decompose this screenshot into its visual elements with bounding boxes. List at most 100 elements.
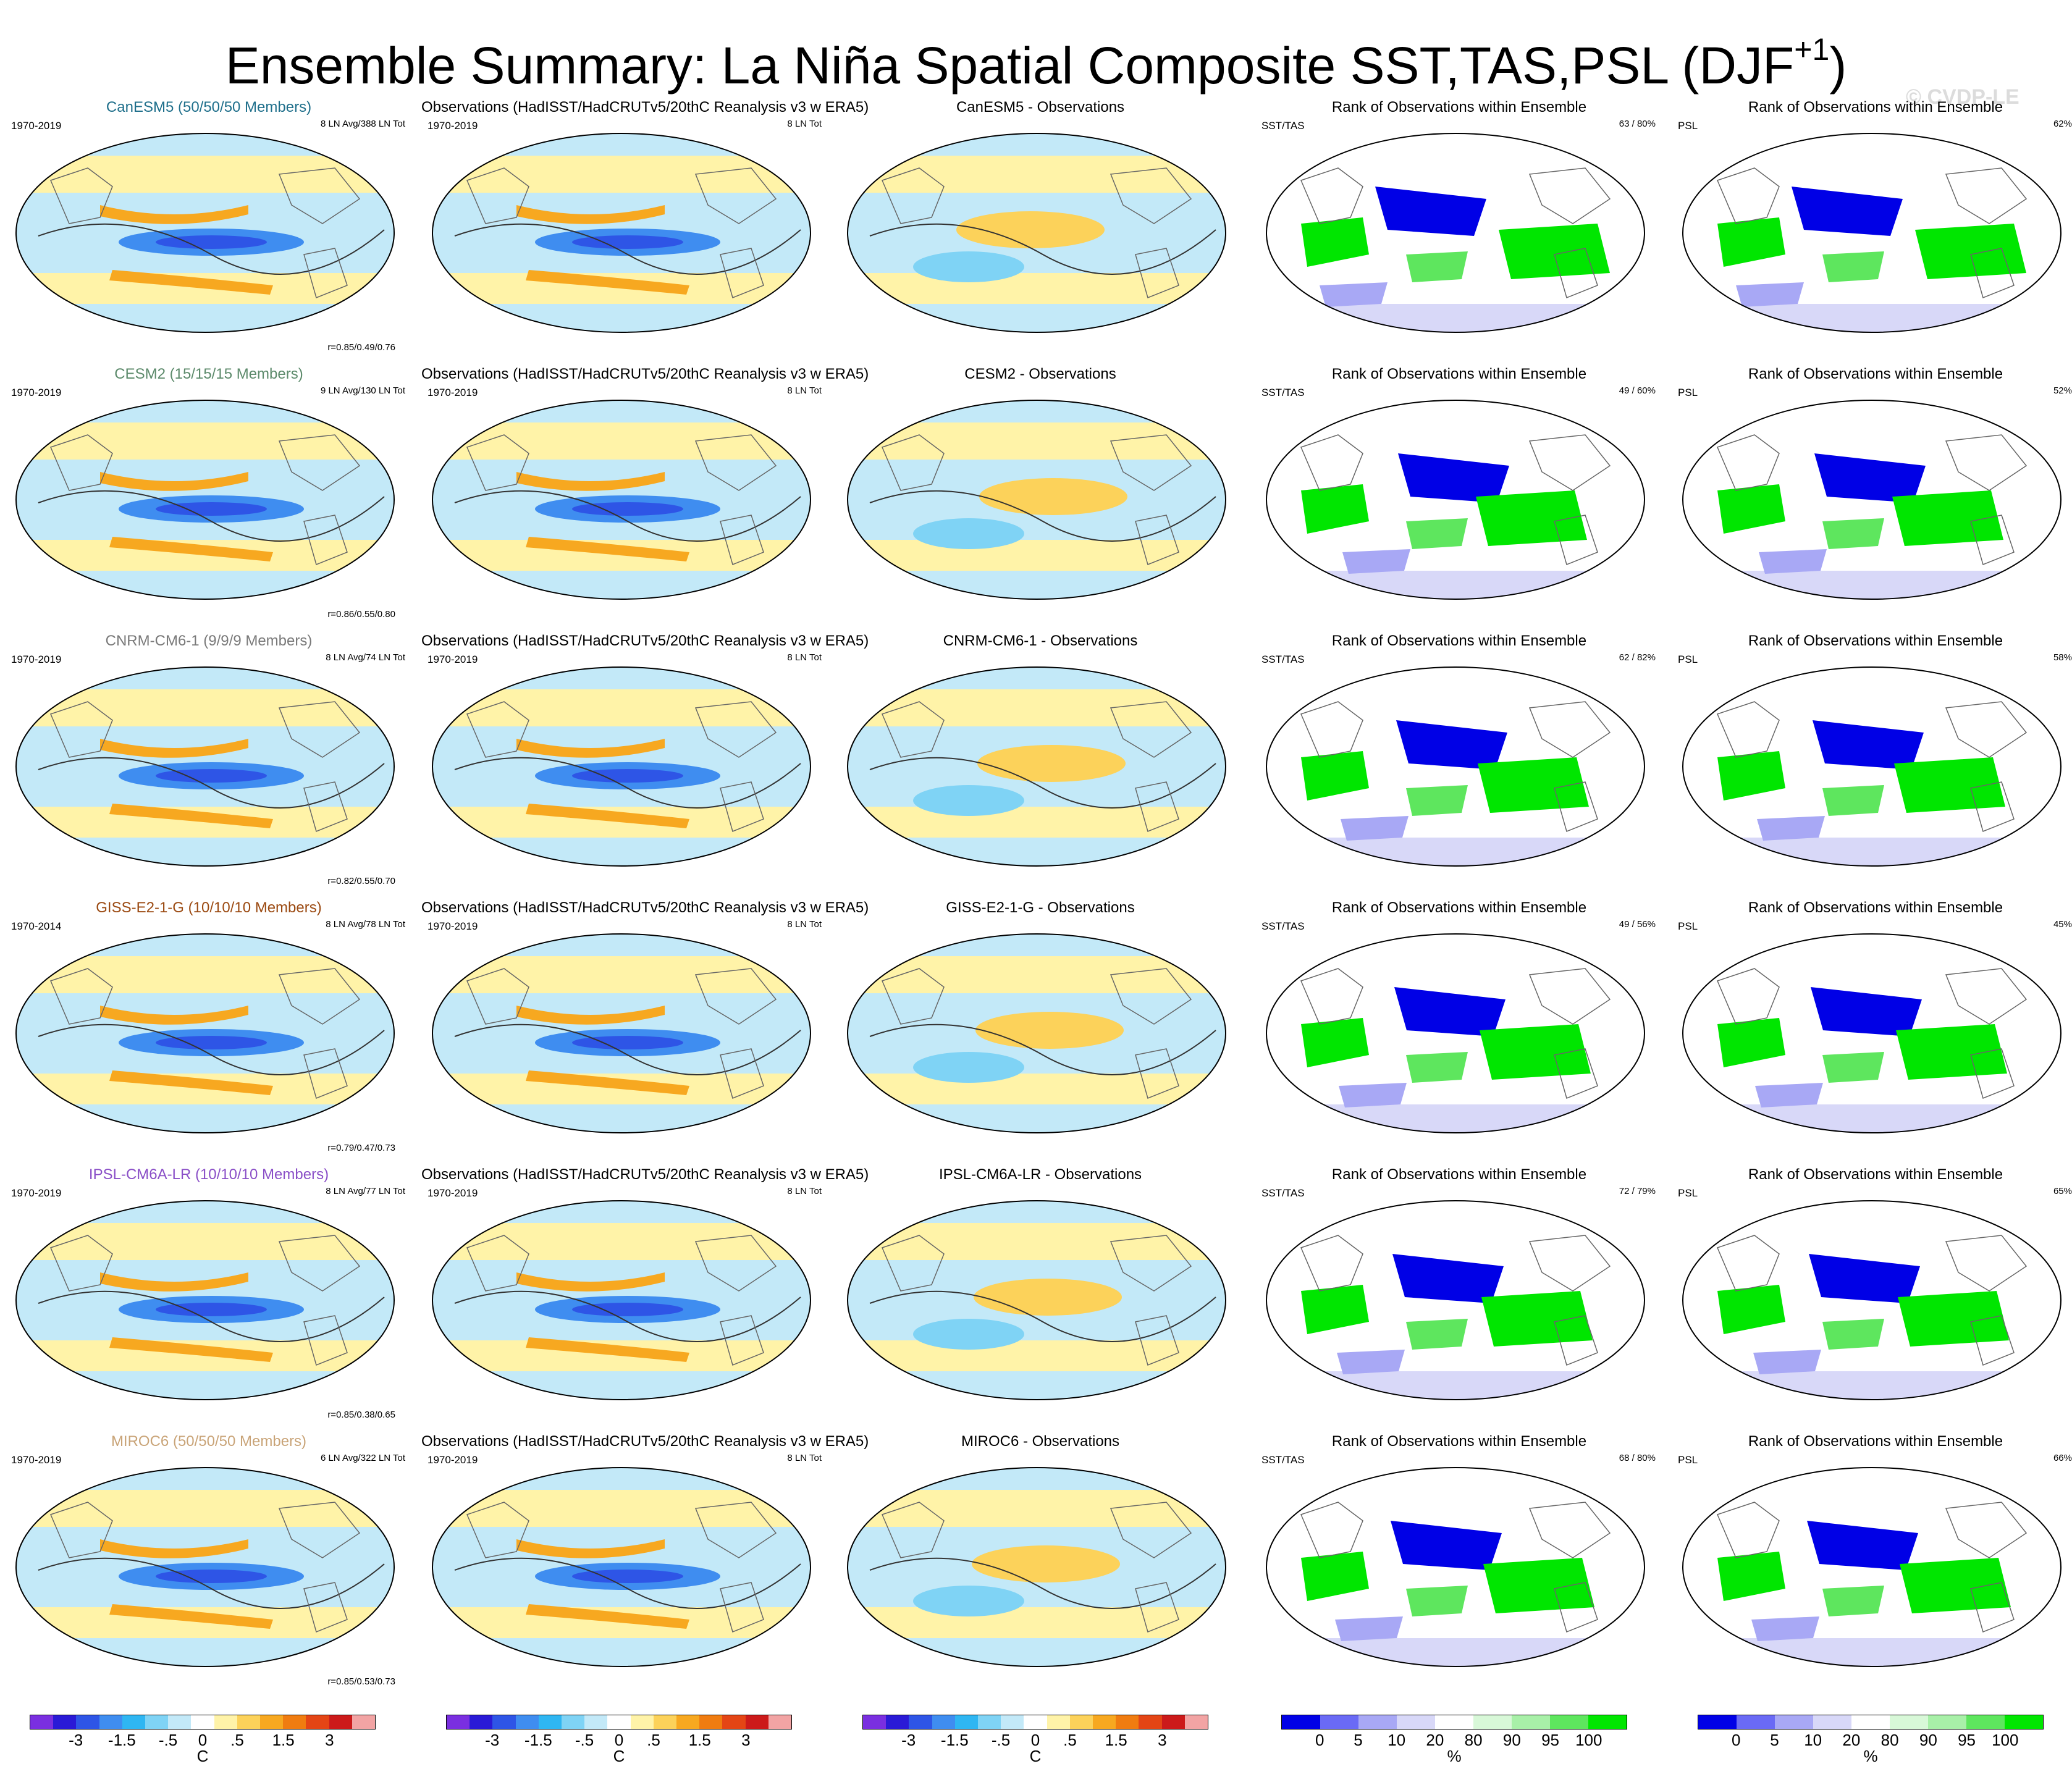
rank-high-region [1915,224,2026,279]
colorbar-swatch [122,1715,146,1729]
psl-contour [38,223,385,275]
rank-psl-map [1682,133,2061,333]
rank-percent: 58% [2053,652,2072,663]
rank-variable-label: SST/TAS [1261,654,1305,665]
model-title: IPSL-CM6A-LR (10/10/10 Members) [88,1166,329,1183]
rank-variable-label: PSL [1678,120,1698,132]
rank-sst-panel: Rank of Observations within Ensemble SST/… [1255,1433,1663,1700]
colorbar-swatch [306,1715,329,1729]
horseshoe-north [100,1539,248,1558]
colorbar-tick-label: -3 [69,1731,83,1749]
coastline [1300,1235,1611,1366]
rank-variable-label: SST/TAS [1261,1187,1305,1199]
colorbar-tick-label: 3 [1158,1731,1167,1749]
rank-percent: 49 / 60% [1619,385,1656,396]
model-map [15,666,395,867]
colorbar-tick-label: -.5 [575,1731,594,1749]
colorbar-swatch [1473,1715,1512,1729]
model-years: 1970-2019 [11,120,62,132]
rank-low-region [1809,1254,1920,1303]
observations-count: 8 LN Tot [787,1186,822,1196]
colorbar-model: -3 -1.5 -.5 0 .5 1.5 3 C [30,1715,376,1765]
colorbar-unit: C [196,1747,209,1765]
horseshoe-south [526,1337,689,1362]
coastline [466,701,777,833]
rank-sst-map [1266,1467,1645,1667]
observations-count: 8 LN Tot [787,119,822,129]
model-map [15,1200,395,1400]
difference-title: CNRM-CM6-1 - Observations [943,633,1138,649]
rank-high-region [1717,484,1785,534]
rank-percent: 72 / 79% [1619,1186,1656,1196]
observations-years: 1970-2019 [427,1187,478,1199]
cold-tongue-core [572,502,683,516]
coastline [466,1502,777,1633]
rank-psl-map-wrap [1680,931,2063,1135]
cold-tongue-core [156,1036,267,1049]
map-border [15,1200,395,1400]
colorbar-swatch [630,1715,654,1729]
model-count: 8 LN Avg/78 LN Tot [326,919,405,930]
model-panel: CESM2 (15/15/15 Members) 1970-2019 9 LN Av… [5,366,413,633]
model-map-wrap [14,131,397,335]
rank-high-region [1894,757,2005,813]
rank-title: Rank of Observations within Ensemble [1331,1166,1587,1183]
diff-map [847,400,1226,600]
model-map-wrap [14,398,397,602]
difference-panel: CESM2 - Observations [836,366,1244,633]
observations-years: 1970-2019 [427,120,478,132]
rank-percent: 49 / 56% [1619,919,1656,930]
colorbar-swatch [260,1715,284,1729]
map-border [1682,666,2061,867]
colorbar-swatch [1320,1715,1358,1729]
coastline [1300,434,1611,566]
colorbar-swatch [191,1715,214,1729]
difference-panel: MIROC6 - Observations [836,1433,1244,1700]
colorbar-ticks: -3 -1.5 -.5 0 .5 1.5 3 [30,1729,376,1749]
colorbar-swatch [584,1715,608,1729]
colorbar-swatch [30,1715,54,1729]
rank-high-region [1301,484,1369,534]
observations-title: Observations (HadISST/HadCRUTv5/20thC Re… [421,1166,869,1183]
rank-sst-panel: Rank of Observations within Ensemble SST/… [1255,366,1663,633]
colorbar-swatch [1282,1715,1320,1729]
rank-high-region [1822,785,1884,816]
rank-sst-map-wrap [1264,131,1647,335]
cold-tongue-core [156,502,267,516]
colorbar-observations: -3 -1.5 -.5 0 .5 1.5 3 C [446,1715,792,1765]
rank-high-region [1898,1291,2009,1347]
rank-mid-region [1342,549,1410,574]
psl-contour [454,1290,801,1342]
colorbar-tick-label: 95 [1541,1731,1560,1749]
observations-count: 8 LN Tot [787,385,822,396]
rank-title: Rank of Observations within Ensemble [1331,1433,1587,1450]
warm-band-south [848,540,1226,571]
warm-band-north [16,156,394,193]
difference-map-wrap [845,665,1228,868]
rank-mid-region [1736,282,1804,307]
colorbar-rank-psl: 0 5 10 20 80 90 95 100 % [1698,1715,2044,1765]
rank-low-region [1398,453,1509,503]
colorbar-tick-label: .5 [647,1731,660,1749]
rank-title: Rank of Observations within Ensemble [1748,1433,2003,1450]
rank-high-region [1822,1586,1884,1616]
rank-high-region [1717,751,1785,801]
horseshoe-south [526,804,689,828]
figure-title: Ensemble Summary: La Niña Spatial Compos… [225,32,1847,95]
map-border [1682,400,2061,600]
rank-psl-panel: Rank of Observations within Ensemble PSL 6… [1672,99,2072,366]
difference-warm [975,1012,1124,1049]
horseshoe-north [516,739,665,758]
model-map [15,933,395,1133]
colorbar-swatch [237,1715,261,1729]
colorbar-swatch [1737,1715,1775,1729]
colorbar-swatch [1813,1715,1851,1729]
rank-variable-label: PSL [1678,1187,1698,1199]
rank-low-region [1811,987,1922,1036]
map-border [432,133,811,333]
horseshoe-north [516,472,665,491]
map-border [1682,1467,2061,1667]
rank-high-region [1478,757,1589,813]
colorbar-tick-label: 5 [1354,1731,1363,1749]
map-border [15,400,395,600]
